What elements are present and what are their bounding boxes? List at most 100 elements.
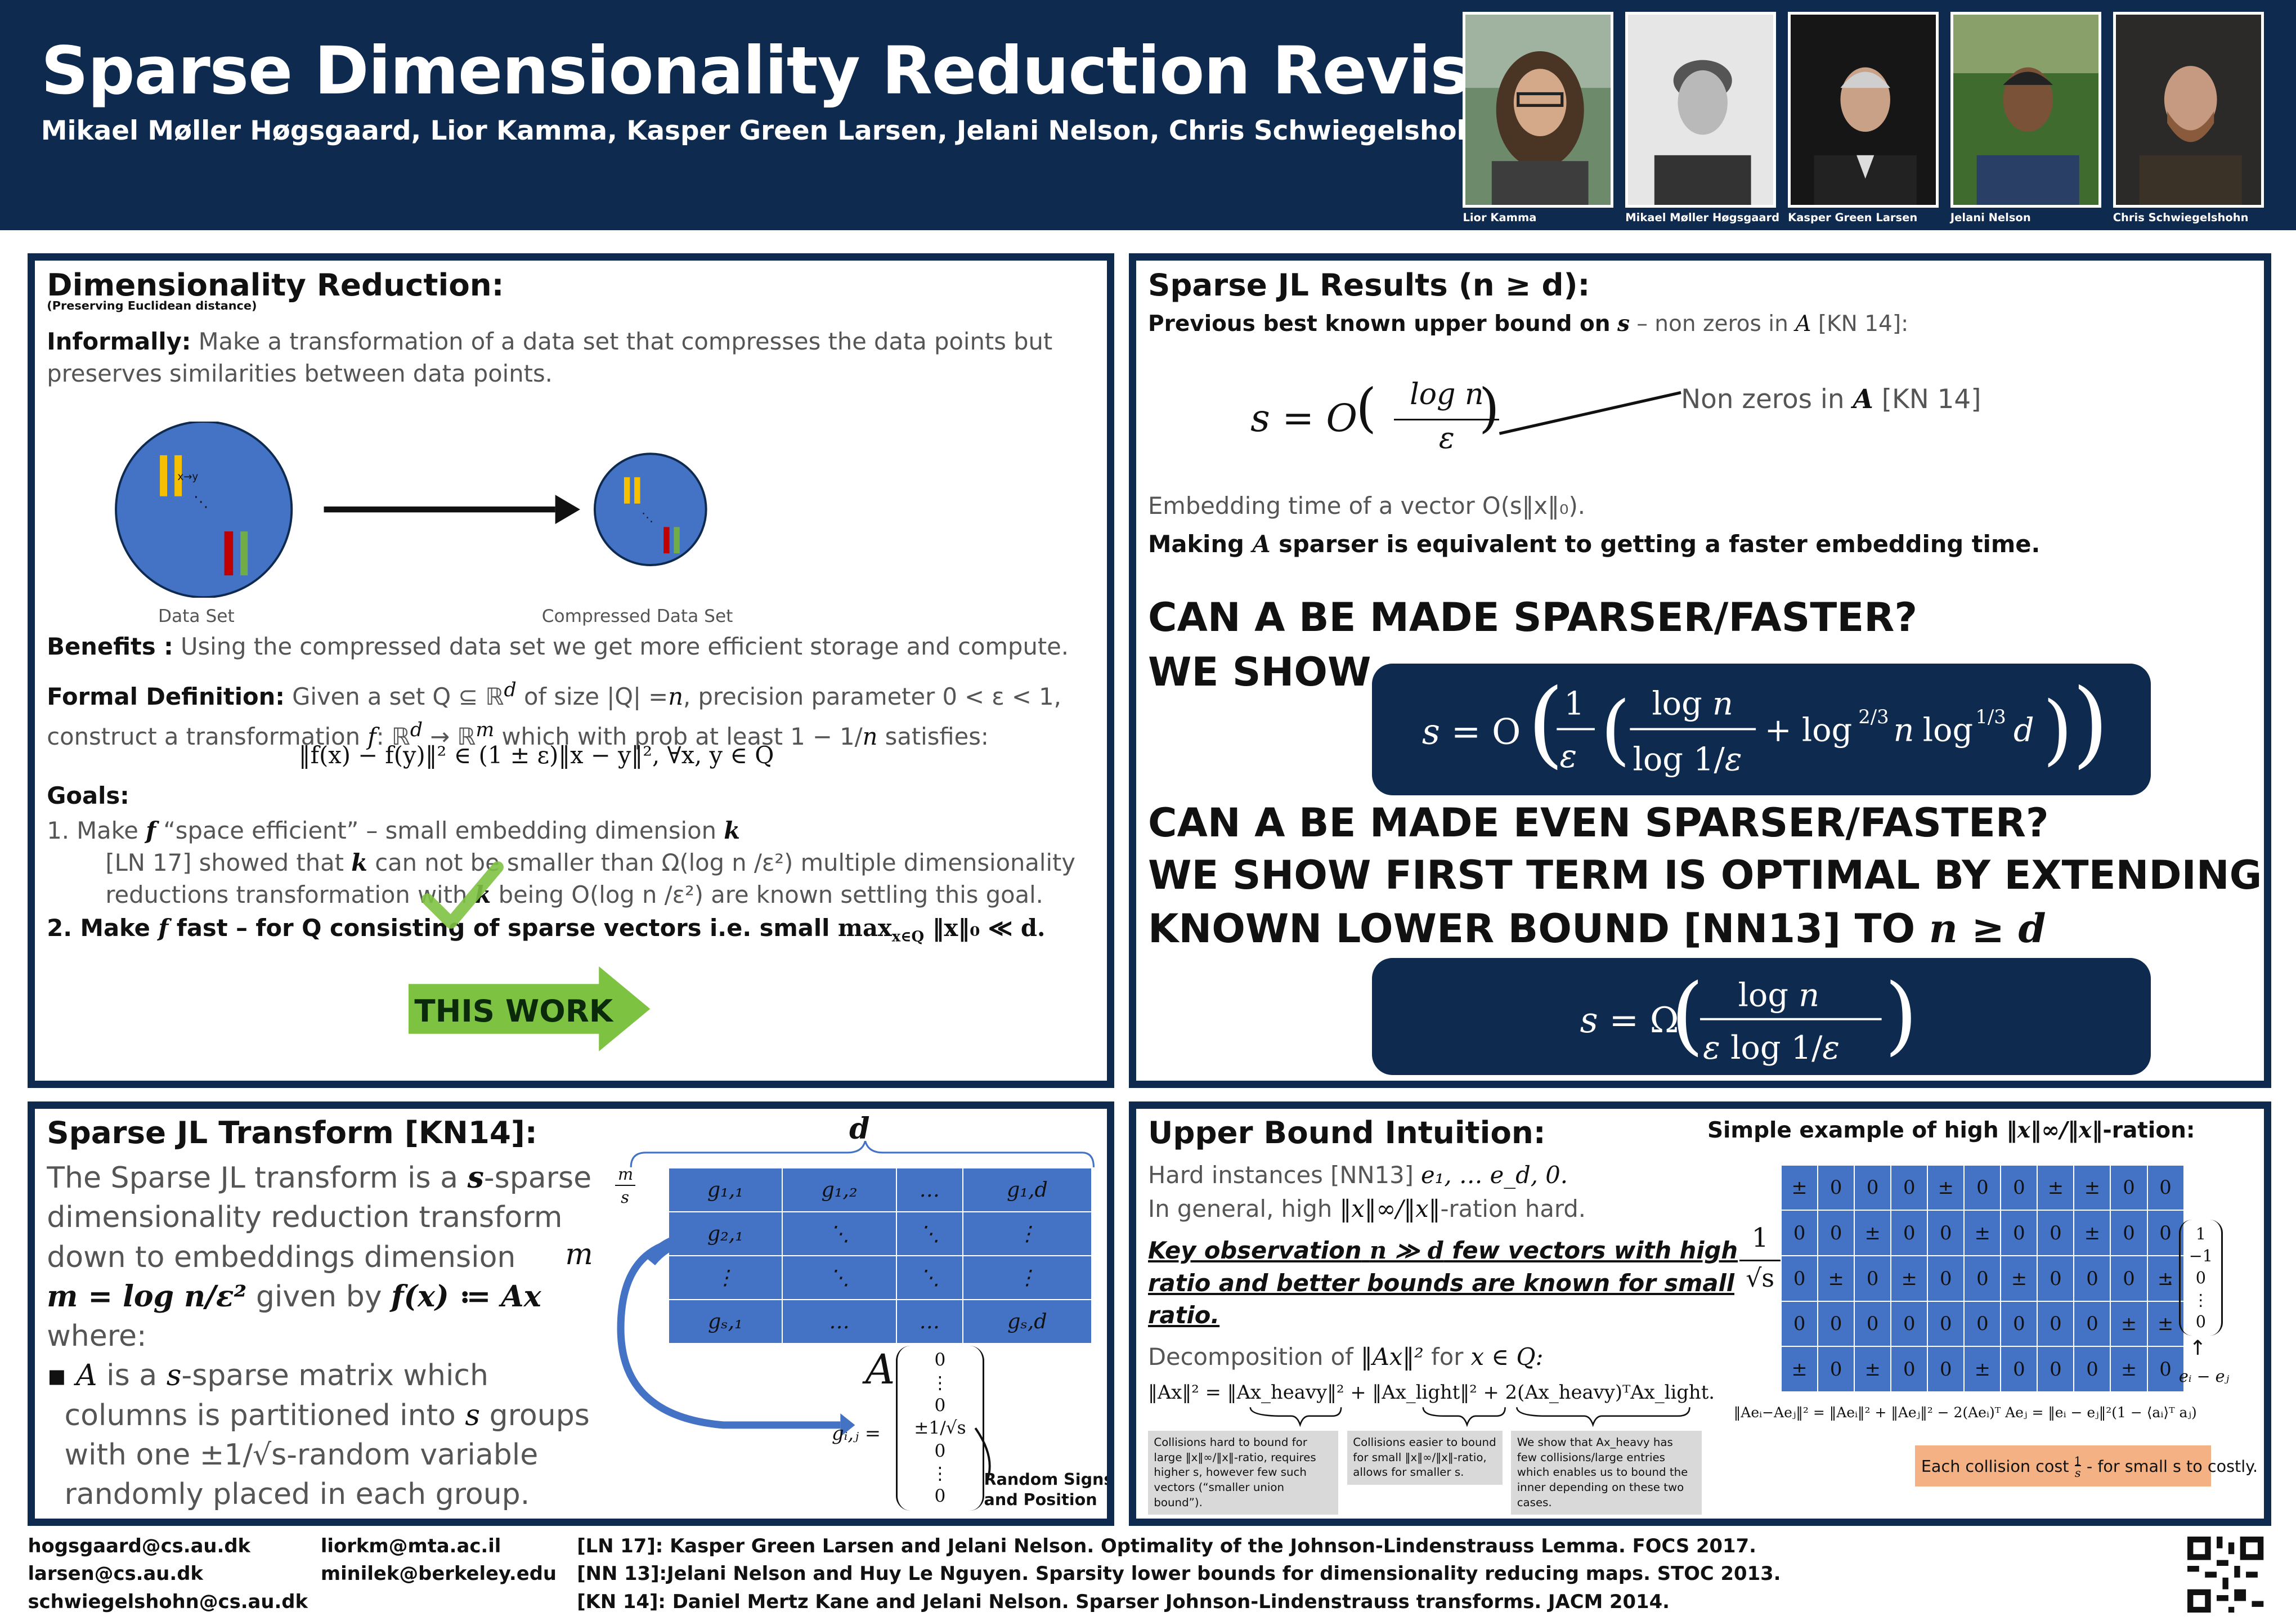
pm-cell: 0 <box>1817 1300 1855 1347</box>
d-label: d <box>849 1111 870 1146</box>
svg-text:= Ω: = Ω <box>1609 1000 1679 1041</box>
svg-text:ε: ε <box>1559 738 1577 775</box>
svg-text:s: s <box>1422 711 1440 753</box>
benefits-text: Using the compressed data set we get mor… <box>180 633 1069 661</box>
embedding-time: Embedding time of a vector O(s‖x‖₀). <box>1147 492 1586 520</box>
prev-best-text: Previous best known upper bound on <box>1147 311 1611 337</box>
pm-cell: 0 <box>2110 1164 2148 1211</box>
pm-row: ±0 ±0 0 ±0 0 0 ±0 <box>1781 1346 2185 1392</box>
svg-text:(: ( <box>1600 685 1630 774</box>
qr-code-icon[interactable] <box>2187 1536 2264 1613</box>
transform-text: is a <box>106 1359 158 1393</box>
vector-entry: 0 <box>2195 1268 2206 1287</box>
question-1: CAN A BE MADE SPARSER/FASTER? <box>1147 594 1918 641</box>
pm-cell: ± <box>1890 1255 1929 1302</box>
matrix-cell: g₁,₂ <box>782 1167 897 1212</box>
pm-cell: ± <box>2146 1300 2185 1347</box>
svg-text:(: ( <box>1671 965 1704 1064</box>
d-brace <box>630 1140 1095 1167</box>
matrix-cell: gₛ,₁ <box>667 1298 783 1344</box>
email[interactable]: liorkm@mta.ac.il <box>320 1534 501 1557</box>
m-over-s-den: s <box>621 1188 629 1207</box>
dimensionality-reduction-panel: Dimensionality Reduction: (Preserving Eu… <box>28 253 1115 1089</box>
poster-title: Sparse Dimensionality Reduction Revisite… <box>41 32 1612 110</box>
pm-cell: 0 <box>2146 1346 2185 1392</box>
goal-2-sub: x∈Q <box>891 928 925 945</box>
svg-text:⋱: ⋱ <box>193 494 208 511</box>
matrix-cell: ⋱ <box>895 1255 963 1300</box>
pm-cell: 0 <box>2000 1164 2038 1211</box>
key-observation: ratio. <box>1147 1301 1220 1329</box>
prev-best-text: – non zeros in <box>1636 311 1788 337</box>
pm-cell: ± <box>1854 1210 1892 1256</box>
gij-label: gᵢ,ⱼ = <box>831 1422 881 1444</box>
pm-cell: 0 <box>2110 1210 2148 1256</box>
informally-text: preserves similarities between data poin… <box>47 359 553 387</box>
sparser-text: sparser is equivalent to getting a faste… <box>1279 530 2041 558</box>
svg-text:= O: = O <box>1451 711 1521 753</box>
email[interactable]: hogsgaard@cs.au.dk <box>28 1534 251 1557</box>
email[interactable]: schwiegelshohn@cs.au.dk <box>28 1590 308 1613</box>
goal-1-text: reductions transformation with <box>105 881 468 909</box>
hard-instances-math: e₁, … e_d, 0. <box>1421 1161 1568 1189</box>
vector-entry: −1 <box>2189 1246 2213 1265</box>
pm-cell: 0 <box>1963 1300 2002 1347</box>
s-fraction-den: ε <box>1438 422 1455 456</box>
vector-entry: 0 <box>934 1486 946 1507</box>
matrix-cell: ⋱ <box>895 1211 963 1256</box>
compressed-data-set-caption: Compressed Data Set <box>541 606 733 627</box>
pm-row: ±0 0 0 ±0 0 ± ±0 0 <box>1781 1164 2185 1211</box>
ei-vector: 1 −1 0 ⋮ 0 <box>2178 1220 2223 1336</box>
lower-bound-box: s = Ω ( log n ε log 1/ε ) <box>1372 957 2151 1075</box>
matrix-cell: ⋮ <box>667 1255 783 1300</box>
sparser-text: Making <box>1147 530 1244 558</box>
svg-text:(: ( <box>1527 669 1564 778</box>
formal-definition-label: Formal Definition: <box>47 682 285 710</box>
in-general-text: In general, high <box>1147 1195 1333 1223</box>
matrix-cell: ⋮ <box>962 1211 1093 1256</box>
key-observation: few vectors with high <box>1443 1237 1738 1265</box>
pm-matrix: ±0 0 0 ±0 0 ± ±0 0 0 0 ±0 0 ±0 0 ±0 0 0 ±0 ±0 0 ±0 0 0 ±0 0 0 0 0 0 0… <box>1781 1164 2185 1392</box>
vector-entry: ⋮ <box>931 1463 949 1484</box>
matrix-cell: gₛ,d <box>962 1298 1093 1344</box>
pm-cell: ± <box>1963 1346 2002 1392</box>
compression-diagram: x→y ⋱ ⋱ <box>114 422 707 598</box>
pm-cell: 0 <box>2073 1346 2111 1392</box>
lower-bound-equation: s = Ω ( log n ε log 1/ε ) <box>1580 965 1918 1067</box>
checkmark-icon <box>421 861 504 929</box>
goal-1-text: being O(log n /ε²) are known settling th… <box>498 881 1043 909</box>
vector-entry: 0 <box>934 1440 946 1461</box>
vector-entry: 0 <box>934 1395 946 1416</box>
email[interactable]: larsen@cs.au.dk <box>28 1562 203 1585</box>
svg-text:⋱: ⋱ <box>642 511 653 524</box>
decomposition-text: for <box>1431 1343 1464 1371</box>
svg-text:x→y: x→y <box>177 471 198 483</box>
question-4: KNOWN LOWER BOUND [NN13] TO <box>1147 906 1916 952</box>
nonzeros-label: Non zeros in <box>1681 384 1845 415</box>
informally-label: Informally: <box>47 327 191 355</box>
pm-cell: ± <box>2110 1300 2148 1347</box>
m-over-s-num: m <box>618 1164 634 1184</box>
pm-cell: 0 <box>2073 1300 2111 1347</box>
goal-1-text: “space efficient” – small embedding dime… <box>163 816 716 844</box>
pm-row: 0 0 ±0 0 ±0 0 ±0 0 <box>1781 1210 2185 1256</box>
vector-entry: 1 <box>2195 1224 2206 1243</box>
author-photo <box>2113 11 2264 208</box>
random-signs-label: and Position <box>984 1490 1097 1510</box>
photo-caption: Lior Kamma <box>1463 211 1537 224</box>
we-show-label: WE SHOW <box>1147 648 1371 695</box>
pm-cell: 0 <box>1927 1255 1965 1302</box>
svg-text:n: n <box>1893 712 1914 749</box>
svg-text:1: 1 <box>1564 686 1584 723</box>
reference: [KN 14]: Daniel Mertz Kane and Jelani Ne… <box>577 1590 1670 1613</box>
goals-label: Goals: <box>47 782 129 810</box>
m-label: m <box>565 1237 593 1271</box>
bullet-icon: ▪ <box>47 1359 67 1393</box>
pm-cell: 0 <box>1890 1300 1929 1347</box>
goal-1: 1. Make <box>47 816 138 844</box>
pm-cell: ± <box>1781 1164 1819 1211</box>
pm-row: 0 ±0 ±0 0 ±0 0 0 ± <box>1781 1255 2185 1302</box>
email[interactable]: minilek@berkeley.edu <box>320 1562 557 1585</box>
formal-text: → ℝ <box>430 722 476 750</box>
author-photo <box>1625 11 1777 208</box>
